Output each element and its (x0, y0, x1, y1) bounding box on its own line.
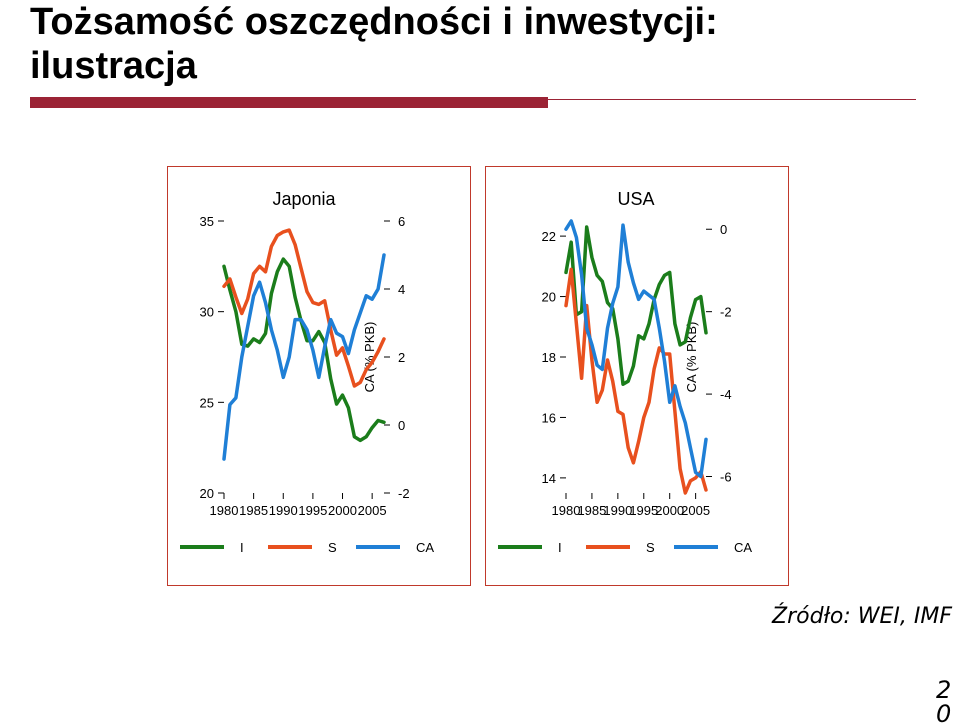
y-left-tick-label: 25 (200, 395, 214, 410)
slide-title: Tożsamość oszczędności i inwestycji: ilu… (30, 0, 718, 88)
y-left-tick-label: 18 (542, 350, 556, 365)
series-line-ca (222, 253, 386, 461)
legend-label-i: I (240, 540, 244, 555)
y-right-tick-label: -2 (398, 486, 410, 501)
y-left-tick-label: 20 (200, 486, 214, 501)
slide-title-line-2: ilustracja (30, 45, 197, 87)
series-line-ca (564, 219, 708, 479)
y-right-tick-label: -6 (720, 470, 732, 485)
x-tick-label: 2000 (655, 503, 684, 518)
y-right-tick-label: 2 (398, 350, 405, 365)
x-tick-label: 1995 (629, 503, 658, 518)
y-left-tick-label: 22 (542, 229, 556, 244)
legend-label-s: S (328, 540, 337, 555)
x-tick-label: 1980 (552, 503, 581, 518)
x-tick-label: 1990 (603, 503, 632, 518)
y-left-tick-label: 30 (200, 305, 214, 320)
x-tick-label: 1980 (210, 503, 239, 518)
chart-title: USA (617, 189, 654, 209)
page-number: 20 (936, 676, 952, 728)
chart-title: Japonia (272, 189, 336, 209)
y-left-tick-label: 14 (542, 471, 556, 486)
x-tick-label: 2000 (328, 503, 357, 518)
y-left-tick-label: 35 (200, 214, 214, 229)
series-line-i (564, 225, 708, 386)
y-right-tick-label: -4 (720, 387, 732, 402)
x-tick-label: 2005 (358, 503, 387, 518)
x-tick-label: 1995 (298, 503, 327, 518)
y-right-tick-label: -2 (720, 305, 732, 320)
y-right-tick-label: 4 (398, 282, 405, 297)
legend-label-i: I (558, 540, 562, 555)
x-tick-label: 1990 (269, 503, 298, 518)
title-rule (548, 99, 916, 100)
chart-panel-usa: USA 14 16 18 20 22 -6 -4 -2 0 CA (% PKB) 1980 1985 19… (485, 166, 789, 586)
series-line-s (222, 228, 386, 388)
x-tick-label: 1985 (239, 503, 268, 518)
x-tick-label: 2005 (681, 503, 710, 518)
chart-panel-japan: Japonia 20 25 30 35 -2 0 2 4 6 CA (% PKB) 1980 1985 1… (167, 166, 471, 586)
y-left-tick-label: 16 (542, 410, 556, 425)
series-line-i (222, 257, 386, 443)
source-note: Źródło: WEI, IMF (772, 604, 952, 629)
y-right-tick-label: 0 (398, 418, 405, 433)
legend-label-ca: CA (416, 540, 434, 555)
x-tick-label: 1985 (577, 503, 606, 518)
legend-label-ca: CA (734, 540, 752, 555)
slide-title-line-1: Tożsamość oszczędności i inwestycji: (30, 1, 718, 43)
legend-label-s: S (646, 540, 655, 555)
y-right-tick-label: 0 (720, 222, 727, 237)
title-accent-bar (30, 97, 548, 108)
y-right-tick-label: 6 (398, 214, 405, 229)
y-left-tick-label: 20 (542, 290, 556, 305)
y-right-axis-label: CA (% PKB) (684, 322, 699, 393)
